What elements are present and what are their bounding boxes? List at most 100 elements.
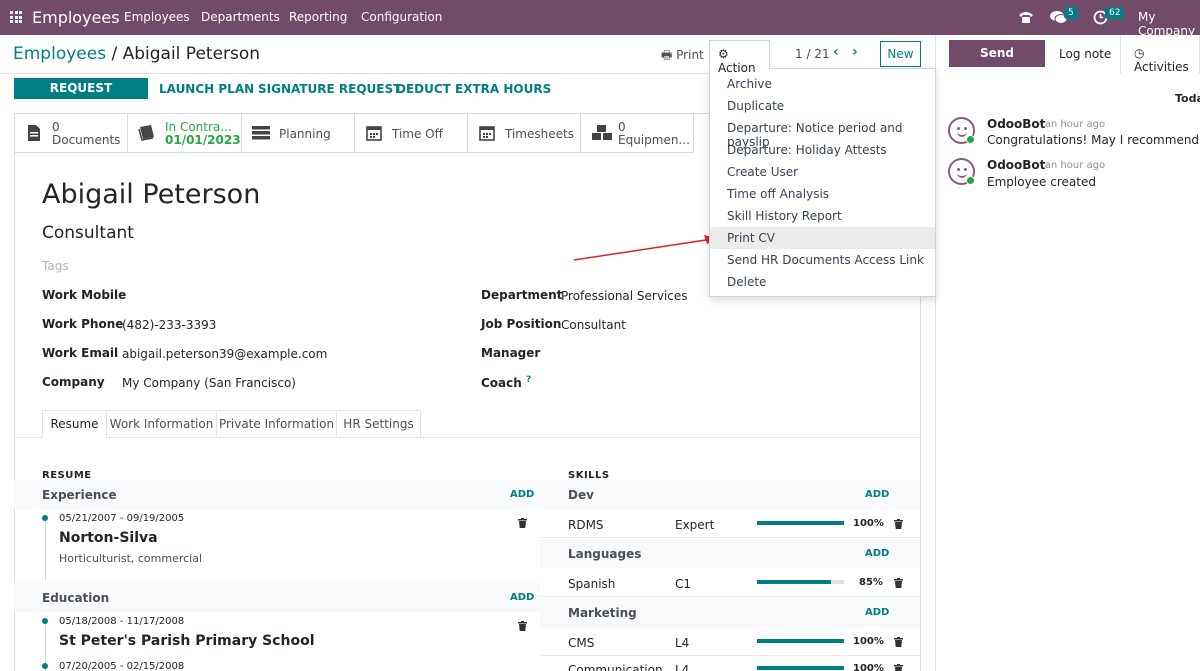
skill-name: RDMS (568, 518, 604, 532)
menu-item-create-user[interactable]: Create User (727, 165, 799, 179)
time-off-smart-button[interactable]: Time Off (355, 114, 468, 153)
tab-resume[interactable]: Resume (42, 410, 107, 438)
menu-item-delete[interactable]: Delete (727, 275, 767, 289)
message-author[interactable]: OdooBot (987, 158, 1046, 172)
employee-job-title[interactable]: Consultant (42, 223, 134, 243)
equipment-label: Equipmen... (618, 133, 690, 147)
activities-button[interactable]: ◷ Activities (1120, 35, 1200, 74)
signature-request-button[interactable]: SIGNATURE REQUEST (258, 82, 402, 96)
menu-item-duplicate[interactable]: Duplicate (727, 99, 785, 113)
add-experience-button[interactable]: ADD (510, 489, 535, 500)
contract-smart-button[interactable]: In Contra... 01/01/2023 (128, 114, 242, 153)
skill-row[interactable] (540, 568, 920, 597)
department-field[interactable]: Professional Services (561, 289, 688, 303)
menu-item-send-hr-documents[interactable]: Send HR Documents Access Link (727, 253, 924, 267)
menu-item-departure-notice[interactable]: Departure: Notice period and payslip (727, 121, 903, 149)
trash-icon[interactable] (894, 637, 903, 647)
message-time: - an hour ago (1038, 119, 1106, 130)
today-separator: Toda (1175, 92, 1200, 105)
tags-field[interactable]: Tags (42, 259, 69, 273)
timesheets-label: Timesheets (505, 127, 574, 141)
trash-icon[interactable] (894, 664, 903, 671)
job-position-label: Job Position (481, 317, 562, 331)
skill-progress-bar (757, 521, 844, 525)
skill-percent: 100% (853, 663, 884, 671)
action-button[interactable]: ⚙ Action (709, 40, 770, 75)
calendar-icon (479, 126, 495, 141)
documents-smart-button[interactable]: 0 Documents (14, 114, 128, 153)
tab-private-information[interactable]: Private Information (216, 410, 337, 438)
avatar[interactable] (948, 117, 975, 144)
message-author[interactable]: OdooBot (987, 117, 1046, 131)
trash-icon[interactable] (894, 578, 903, 588)
pager-value[interactable]: 1 / 21 (795, 47, 830, 61)
deduct-extra-hours-button[interactable]: DEDUCT EXTRA HOURS (396, 82, 552, 96)
chevron-right-icon[interactable]: › (852, 44, 858, 60)
help-icon[interactable]: ? (526, 375, 532, 385)
menu-item-skill-history-report[interactable]: Skill History Report (727, 209, 842, 223)
chevron-left-icon[interactable]: ‹ (833, 44, 839, 60)
menu-item-time-off-analysis[interactable]: Time off Analysis (727, 187, 830, 201)
menu-item-archive[interactable]: Archive (727, 77, 772, 91)
nav-menu-configuration[interactable]: Configuration (361, 10, 443, 24)
message-body: Congratulations! May I recommend you t (987, 133, 1200, 147)
new-button[interactable]: New (880, 41, 921, 67)
work-mobile-label: Work Mobile (42, 288, 127, 302)
skill-row[interactable] (540, 509, 920, 538)
launch-plan-button[interactable]: LAUNCH PLAN (159, 82, 255, 96)
documents-count: 0 (52, 120, 60, 134)
menu-item-departure-holiday[interactable]: Departure: Holiday Attests (727, 143, 887, 157)
chat-icon[interactable] (1050, 10, 1067, 25)
company-switcher[interactable]: My Company (1138, 10, 1196, 38)
skill-level: L4 (675, 636, 690, 650)
timesheets-smart-button[interactable]: Timesheets (468, 114, 581, 153)
phone-icon[interactable] (1018, 10, 1034, 24)
education-dates: 07/20/2005 - 02/15/2008 (59, 661, 185, 671)
work-email-field[interactable]: abigail.peterson39@example.com (122, 347, 328, 361)
log-note-button[interactable]: Log note (1059, 47, 1112, 61)
app-menu-icon[interactable] (10, 11, 22, 23)
trash-icon[interactable] (518, 518, 527, 528)
skill-row[interactable] (540, 627, 920, 656)
skill-progress-bar (757, 666, 844, 670)
printer-icon: 🖶 (661, 48, 673, 62)
breadcrumb: Employees / Abigail Peterson (13, 44, 260, 64)
experience-title[interactable]: Norton-Silva (59, 530, 158, 546)
send-message-button[interactable]: Send message (949, 40, 1045, 87)
work-phone-field[interactable]: (482)-233-3393 (122, 318, 217, 332)
app-brand[interactable]: Employees (32, 8, 120, 27)
book-icon (138, 125, 154, 141)
add-skill-button[interactable]: ADD (865, 607, 890, 618)
education-title[interactable]: St Peter's Parish Primary School (59, 633, 315, 649)
request-appraisal-button[interactable]: REQUEST APPRAISAL (14, 78, 148, 116)
trash-icon[interactable] (894, 519, 903, 529)
employee-name[interactable]: Abigail Peterson (42, 179, 261, 210)
timeline-dot (42, 515, 48, 521)
skill-name: CMS (568, 636, 595, 650)
nav-menu-employees[interactable]: Employees (124, 10, 190, 24)
equipment-count: 0 (618, 120, 626, 134)
planning-label: Planning (279, 127, 331, 141)
skill-group-dev (540, 480, 920, 509)
tabs-divider (14, 437, 920, 438)
breadcrumb-parent[interactable]: Employees (13, 44, 107, 64)
job-position-field[interactable]: Consultant (561, 318, 626, 332)
company-field[interactable]: My Company (San Francisco) (122, 376, 296, 390)
add-education-button[interactable]: ADD (510, 592, 535, 603)
timeline-dot (42, 618, 48, 624)
time-off-label: Time Off (392, 127, 443, 141)
print-button[interactable]: 🖶 Print (661, 48, 704, 62)
tab-work-information[interactable]: Work Information (106, 410, 217, 438)
planning-smart-button[interactable]: Planning (242, 114, 355, 153)
tab-hr-settings[interactable]: HR Settings (336, 410, 421, 438)
skills-section-title: SKILLS (568, 470, 610, 481)
add-skill-button[interactable]: ADD (865, 548, 890, 559)
header-divider (0, 73, 935, 74)
message-time: - an hour ago (1038, 160, 1106, 171)
add-skill-button[interactable]: ADD (865, 489, 890, 500)
nav-menu-reporting[interactable]: Reporting (289, 10, 348, 24)
nav-menu-departments[interactable]: Departments (201, 10, 280, 24)
menu-item-print-cv[interactable]: Print CV (710, 227, 935, 249)
trash-icon[interactable] (518, 621, 527, 631)
equipment-smart-button[interactable]: 0 Equipmen... (581, 114, 694, 153)
